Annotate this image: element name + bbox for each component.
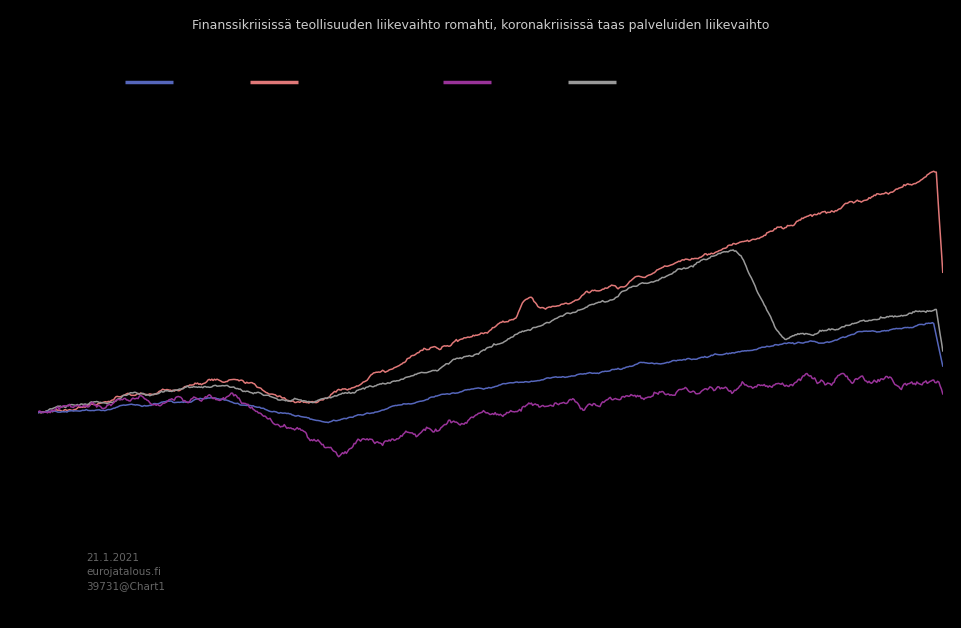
Text: 21.1.2021
eurojatalous.fi
39731@Chart1: 21.1.2021 eurojatalous.fi 39731@Chart1	[86, 553, 165, 591]
Text: Finanssikriisissä teollisuuden liikevaihto romahti, koronakriisissä taas palvelu: Finanssikriisissä teollisuuden liikevaih…	[192, 19, 769, 32]
